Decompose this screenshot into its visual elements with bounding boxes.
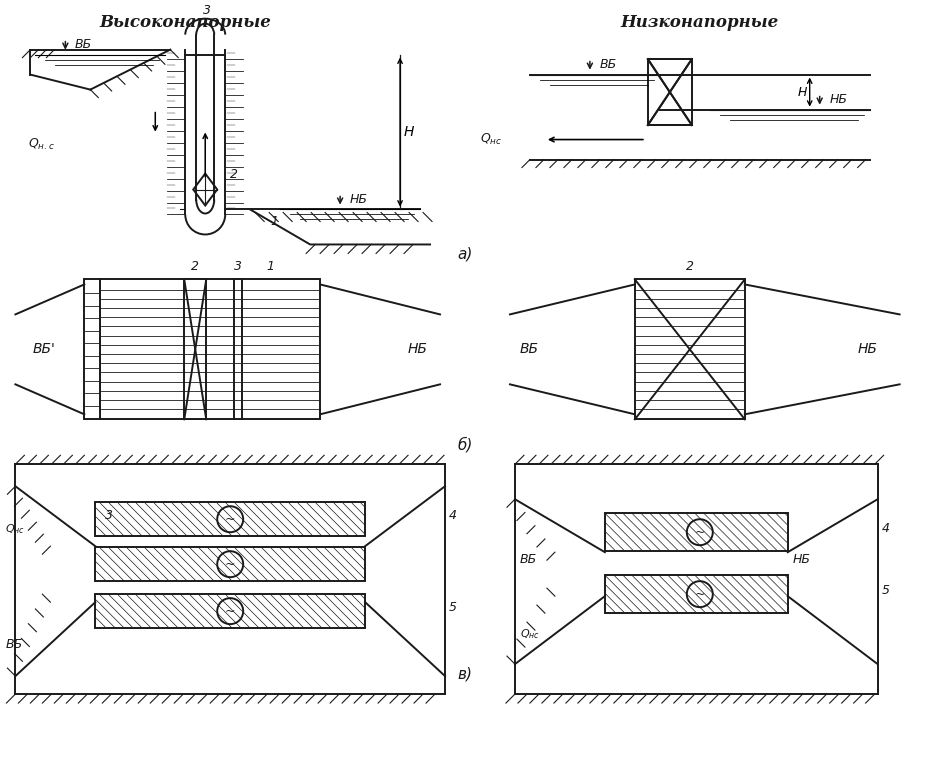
Text: 2: 2	[191, 261, 199, 274]
Text: НБ: НБ	[350, 193, 368, 206]
Text: ВБ: ВБ	[600, 58, 617, 71]
Text: б): б)	[458, 437, 473, 452]
Text: ~: ~	[225, 558, 235, 571]
Text: ~: ~	[225, 604, 235, 618]
Bar	[605, 513, 788, 551]
Bar	[96, 594, 365, 628]
Text: ~: ~	[225, 513, 235, 526]
Bar	[635, 279, 745, 419]
Text: а): а)	[458, 247, 473, 262]
Bar	[605, 575, 788, 613]
Text: H: H	[797, 85, 807, 98]
Text: 3: 3	[204, 4, 211, 17]
Text: НБ: НБ	[830, 93, 848, 106]
Text: 5: 5	[449, 601, 457, 614]
Text: НБ: НБ	[857, 342, 878, 356]
Text: ВБ: ВБ	[74, 38, 92, 52]
Text: НБ: НБ	[408, 342, 428, 356]
Text: $Q_{нс}$: $Q_{нс}$	[520, 628, 540, 641]
Text: Высоконапорные: Высоконапорные	[99, 14, 271, 31]
Bar	[100, 279, 320, 419]
Bar	[234, 279, 242, 419]
Text: H: H	[404, 125, 415, 139]
Circle shape	[218, 598, 243, 624]
Text: 2: 2	[230, 168, 238, 181]
Bar	[184, 279, 206, 419]
Text: 1: 1	[266, 261, 274, 274]
Circle shape	[218, 551, 243, 578]
Text: 3: 3	[105, 509, 113, 521]
Bar	[96, 548, 365, 581]
Text: $Q_{нс}$: $Q_{нс}$	[480, 132, 502, 147]
Bar	[648, 59, 692, 125]
Text: ВБ': ВБ'	[33, 342, 55, 356]
Text: ВБ: ВБ	[520, 553, 537, 566]
Text: $Q_{н.с}$: $Q_{н.с}$	[28, 137, 55, 152]
Text: НБ: НБ	[793, 553, 810, 566]
Text: ~: ~	[694, 526, 705, 539]
Circle shape	[687, 519, 713, 545]
Bar	[96, 502, 365, 536]
Circle shape	[218, 506, 243, 532]
Bar	[84, 279, 100, 419]
Text: Низконапорные: Низконапорные	[621, 14, 779, 31]
Text: 4: 4	[449, 509, 457, 521]
Text: 4: 4	[882, 521, 889, 534]
Circle shape	[687, 581, 713, 608]
Text: ВБ: ВБ	[520, 342, 539, 356]
Text: в): в)	[458, 667, 473, 681]
Text: 1: 1	[270, 215, 279, 228]
Text: ВБ: ВБ	[6, 638, 23, 651]
Text: 2: 2	[686, 261, 694, 274]
Text: ~: ~	[694, 588, 705, 601]
Text: 3: 3	[234, 261, 242, 274]
Text: 5: 5	[882, 584, 889, 597]
Text: $Q_{нс}$: $Q_{нс}$	[6, 522, 25, 536]
